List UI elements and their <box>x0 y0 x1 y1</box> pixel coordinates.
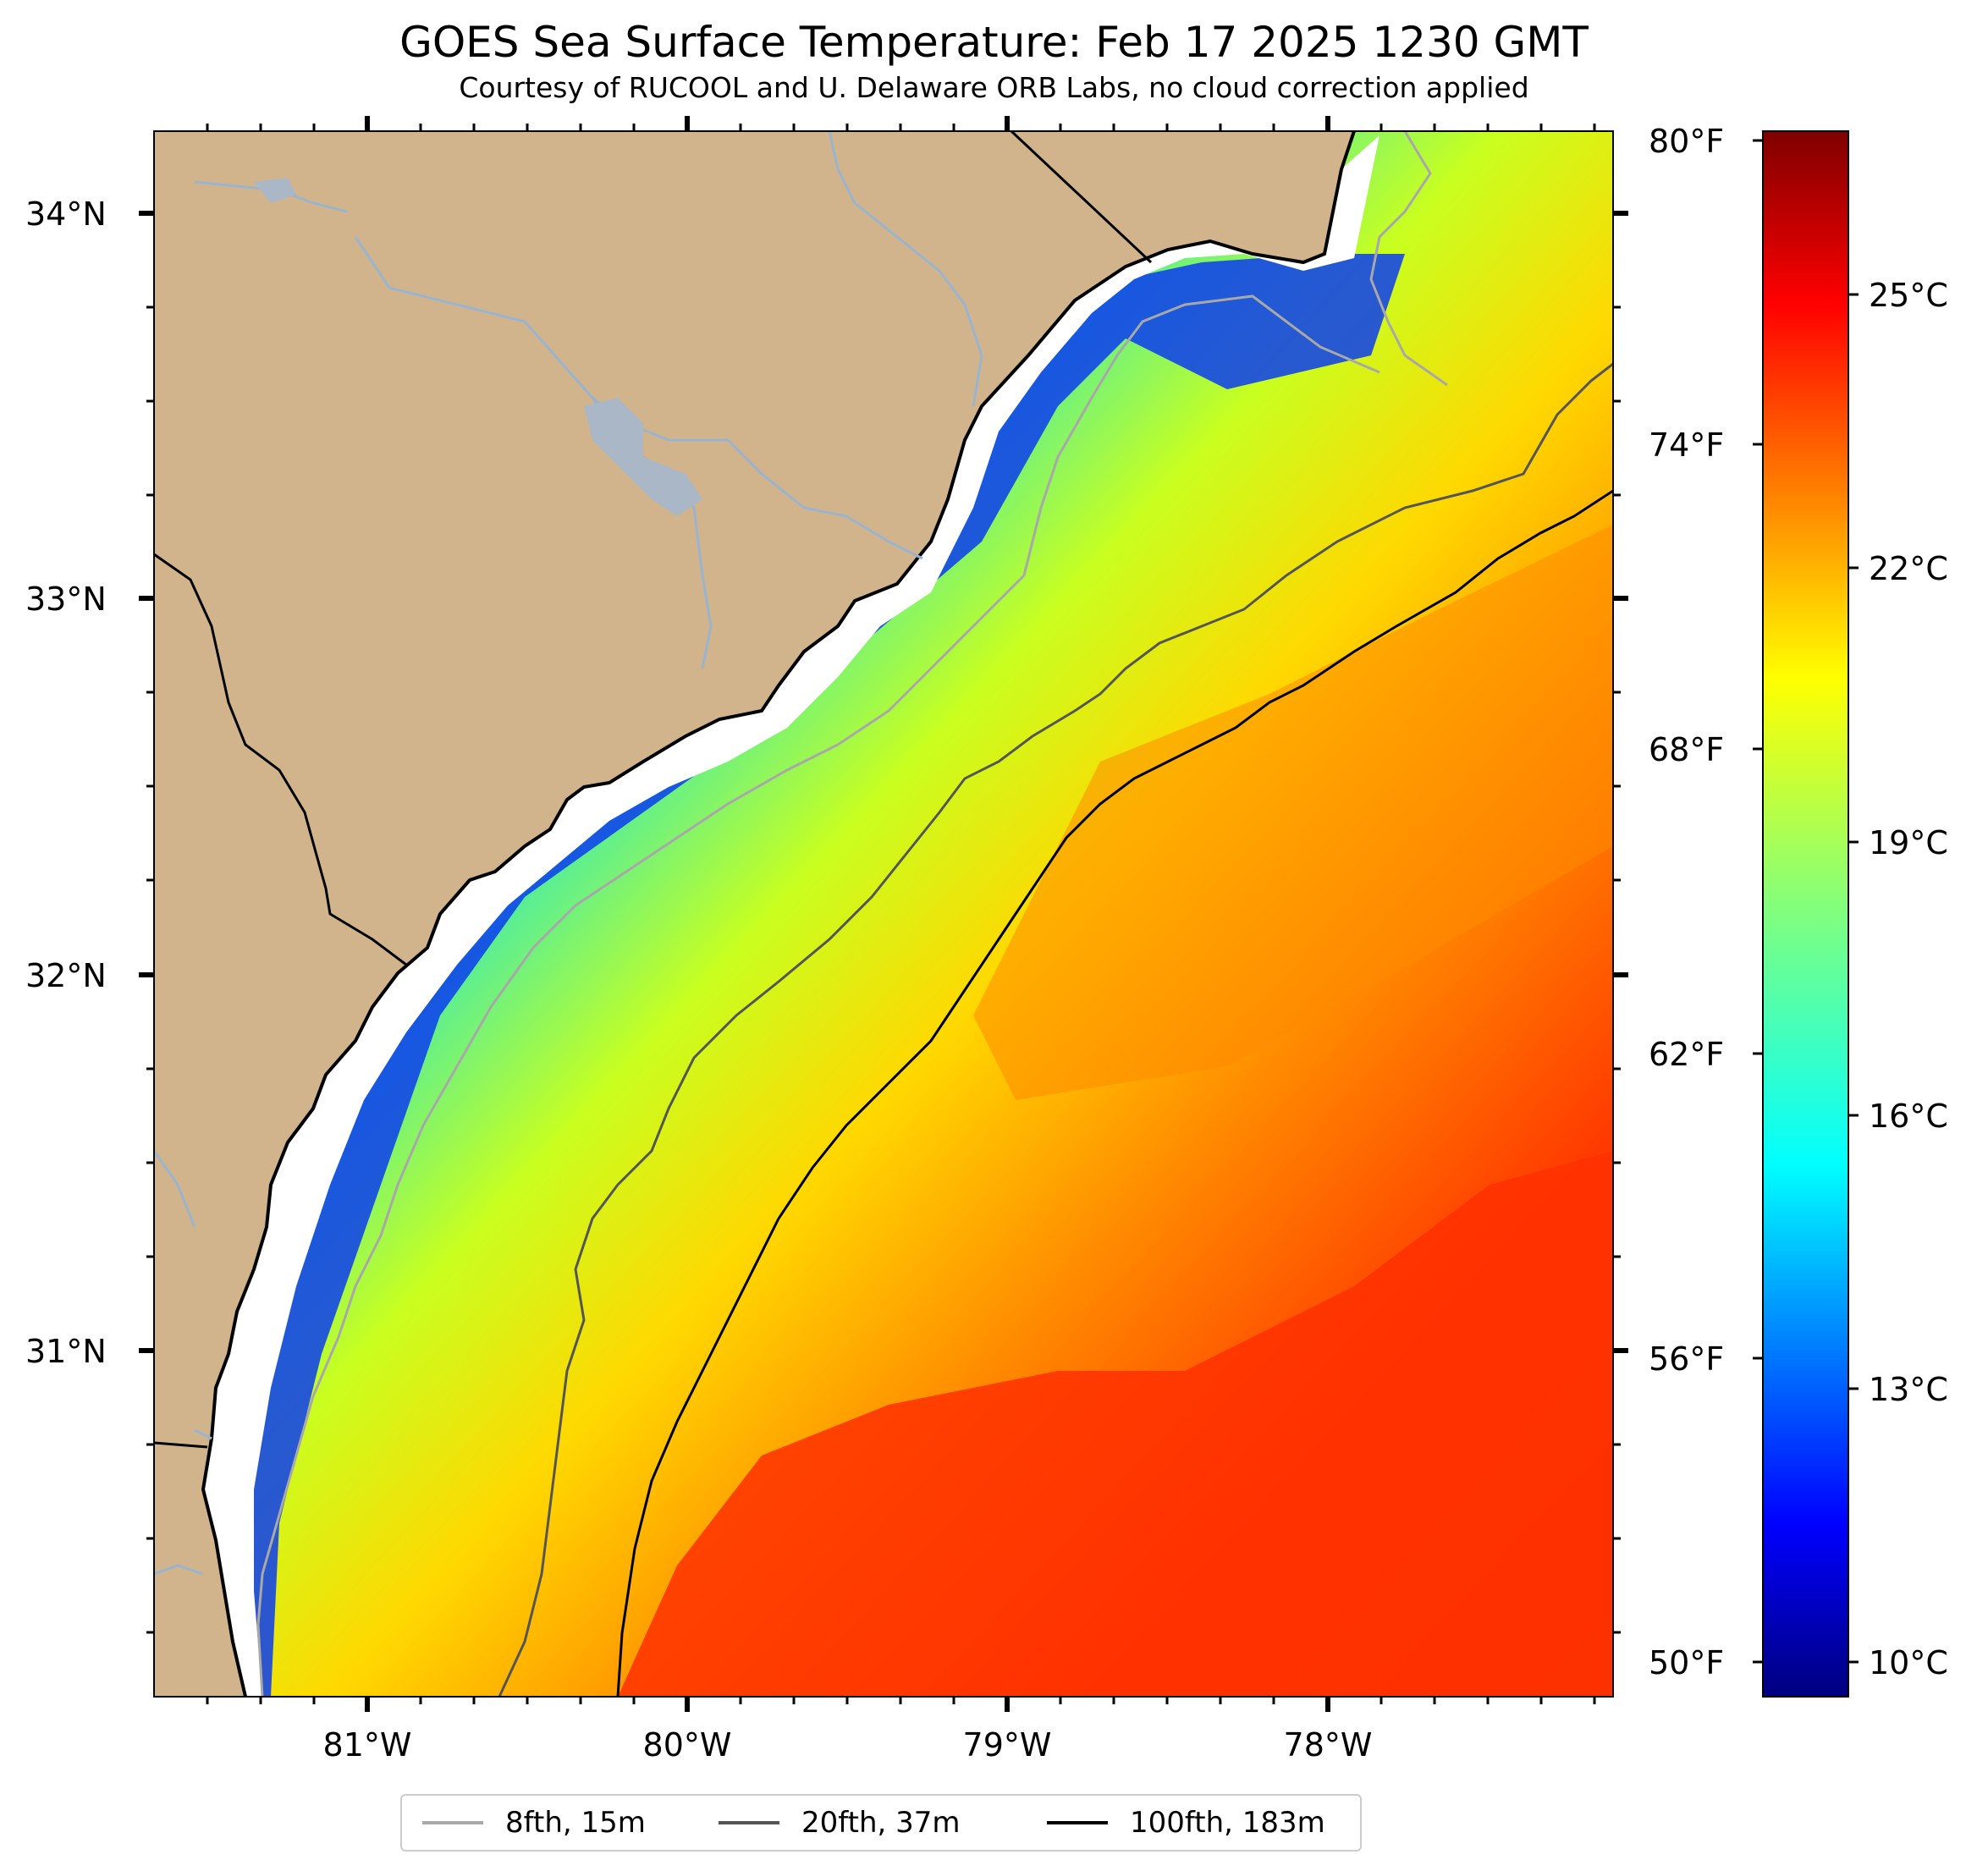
legend-item-8fth: 8fth, 15m <box>422 1796 646 1850</box>
contour-20fth <box>498 362 1613 1697</box>
colorbar-f-label: 74°F <box>1649 426 1724 464</box>
contour-8fth <box>256 131 1448 1697</box>
legend-line-20fth <box>719 1821 779 1824</box>
state-border <box>1010 131 1153 264</box>
colorbar-c-label: 19°C <box>1869 824 1948 861</box>
map-frame <box>153 130 1614 1698</box>
lon-label-78w: 78°W <box>1284 1726 1373 1764</box>
colorbar-ticks <box>1753 139 1859 1664</box>
colorbar-c-label: 25°C <box>1869 277 1948 314</box>
colorbar <box>1762 130 1849 1698</box>
map-subtitle: Courtesy of RUCOOL and U. Delaware ORB L… <box>459 71 1529 104</box>
coastline <box>201 131 1356 1697</box>
minor-ticks <box>146 124 1621 1704</box>
state-border <box>154 1441 208 1449</box>
land-mass <box>154 131 1354 1697</box>
major-ticks <box>139 116 1628 1712</box>
lake <box>584 398 702 516</box>
lon-label-79w: 79°W <box>963 1726 1052 1764</box>
map-title: GOES Sea Surface Temperature: Feb 17 202… <box>399 18 1589 67</box>
lat-label-34n: 34°N <box>25 195 107 233</box>
colorbar-f-label: 56°F <box>1649 1340 1724 1378</box>
lon-label-81w: 81°W <box>323 1726 412 1764</box>
contour-legend: 8fth, 15m 20fth, 37m 100fth, 183m <box>400 1794 1362 1852</box>
colorbar-f-label: 68°F <box>1649 731 1724 768</box>
legend-label-8fth: 8fth, 15m <box>505 1806 646 1840</box>
lake <box>254 178 296 203</box>
state-border <box>154 553 407 966</box>
colorbar-c-label: 16°C <box>1869 1098 1948 1135</box>
legend-label-20fth: 20fth, 37m <box>801 1806 961 1840</box>
lat-label-33n: 33°N <box>25 581 107 618</box>
orange-band <box>973 525 1613 1100</box>
colorbar-c-label: 22°C <box>1869 550 1948 587</box>
legend-label-100fth: 100fth, 183m <box>1130 1806 1325 1840</box>
legend-line-100fth <box>1047 1821 1108 1824</box>
lat-label-31n: 31°N <box>25 1333 107 1370</box>
colorbar-f-label: 50°F <box>1649 1644 1724 1681</box>
lon-label-80w: 80°W <box>643 1726 732 1764</box>
colorbar-f-label: 62°F <box>1649 1036 1724 1073</box>
colorbar-c-label: 13°C <box>1869 1371 1948 1408</box>
warm-offshore-region <box>618 1151 1613 1697</box>
legend-item-100fth: 100fth, 183m <box>1047 1796 1325 1850</box>
colorbar-f-label: 80°F <box>1649 123 1724 160</box>
legend-line-8fth <box>422 1821 483 1824</box>
lat-label-32n: 32°N <box>25 957 107 994</box>
colorbar-c-label: 10°C <box>1869 1644 1948 1681</box>
legend-item-20fth: 20fth, 37m <box>719 1796 961 1850</box>
contour-100fth <box>616 489 1613 1697</box>
